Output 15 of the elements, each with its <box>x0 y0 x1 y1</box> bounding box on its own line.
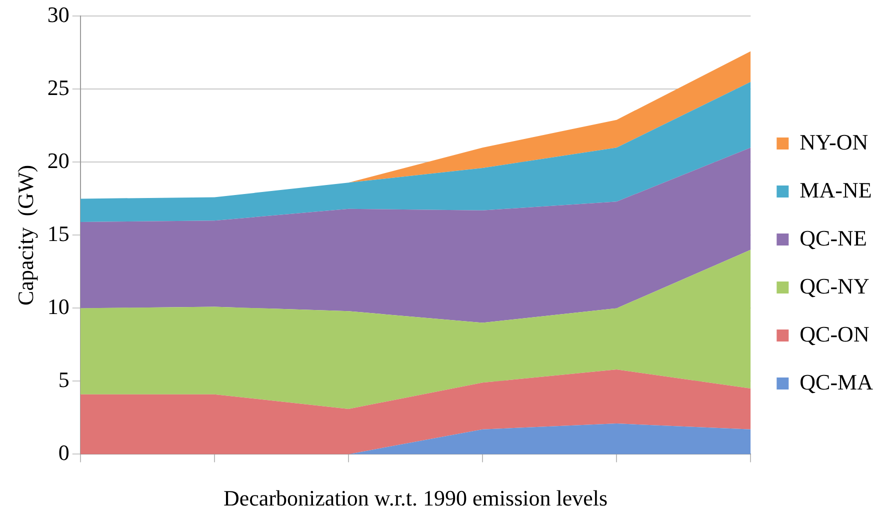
legend-label: NY-ON <box>800 129 868 154</box>
legend-label: QC-MA <box>800 369 874 394</box>
y-tick-label: 0 <box>58 440 70 465</box>
y-tick-label: 5 <box>58 366 70 392</box>
y-tick-label: 10 <box>47 294 70 319</box>
y-tick-label: 30 <box>47 2 70 27</box>
y-axis-title: Capacity (GW) <box>12 164 38 306</box>
x-axis-title: Decarbonization w.r.t. 1990 emission levels <box>223 486 608 511</box>
y-tick-label: 15 <box>47 220 70 246</box>
y-tick-label: 20 <box>47 148 70 173</box>
y-tick-label: 25 <box>47 74 70 100</box>
legend-label: QC-NY <box>800 273 870 298</box>
legend-label: MA-NE <box>800 177 872 202</box>
legend-label: QC-ON <box>800 321 870 346</box>
legend-label: QC-NE <box>800 225 867 250</box>
